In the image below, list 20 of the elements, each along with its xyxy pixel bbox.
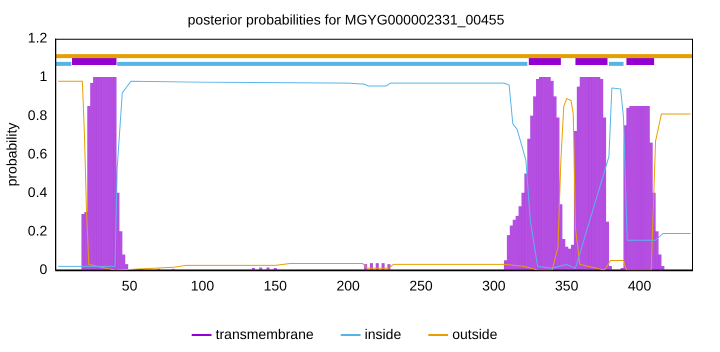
x-tick-label: 150 [264, 277, 288, 294]
x-tick-label: 350 [555, 277, 579, 294]
legend-label: inside [364, 326, 402, 342]
legend-label: outside [452, 326, 498, 342]
x-tick-label: 200 [336, 277, 360, 294]
x-tick-label: 250 [409, 277, 433, 294]
y-tick-label: 0 [39, 261, 48, 278]
x-tick-label: 400 [628, 277, 652, 294]
y-tick-label: 1 [39, 68, 48, 84]
x-tick-label: 300 [482, 277, 506, 294]
y-tick-label: 1.2 [28, 30, 48, 46]
x-tick-label: 50 [122, 277, 138, 294]
legend-label: transmembrane [216, 326, 314, 342]
y-tick-label: 0.6 [28, 145, 48, 162]
x-tick-label: 100 [190, 277, 214, 294]
y-axis-title: probability [3, 122, 20, 186]
y-tick-label: 0.8 [28, 106, 48, 123]
y-tick-label: 0.4 [28, 184, 48, 200]
y-tick-label: 0.2 [28, 222, 48, 238]
chart-title: posterior probabilities for MGYG000002331_00455 [188, 11, 505, 28]
